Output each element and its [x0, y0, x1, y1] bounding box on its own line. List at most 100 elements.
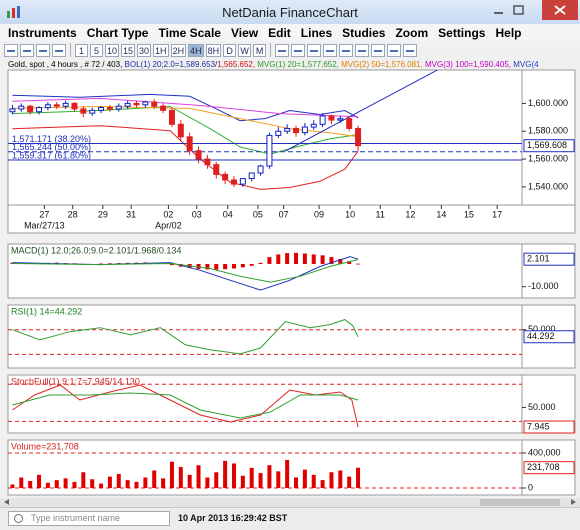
period-button[interactable]: 30: [137, 43, 152, 57]
close-icon: [554, 5, 566, 15]
draw-line-button[interactable]: [323, 43, 338, 57]
fibonacci-label: 1,565.244 (50.00%): [12, 142, 91, 152]
candle-body: [106, 107, 113, 110]
draw-line-button[interactable]: [307, 43, 322, 57]
candle-body: [266, 134, 273, 167]
period-button[interactable]: 15: [121, 43, 136, 57]
volume-bar: [178, 466, 183, 488]
scrollbar-track[interactable]: [0, 498, 580, 507]
indicator-line: [12, 105, 359, 155]
period-button[interactable]: 1: [75, 43, 88, 57]
x-tick-label: 03: [192, 209, 202, 219]
info-line: Gold, spot , 4 hours , # 72 / 403, BOL(1…: [8, 59, 574, 70]
chart-type-button[interactable]: [36, 43, 50, 57]
period-button[interactable]: D: [223, 43, 237, 57]
last-value-box: [523, 252, 575, 266]
menu-item[interactable]: Zoom: [395, 25, 429, 40]
menu-item[interactable]: Help: [495, 25, 522, 40]
info-segment: 1,565.652,: [217, 60, 256, 69]
timestamp: 10 Apr 2013 16:29:42 BST: [178, 513, 288, 523]
info-segment: MVG(1) 20=1,577.652,: [255, 60, 339, 69]
histogram-bar: [267, 257, 272, 264]
settings-button[interactable]: [403, 43, 418, 57]
chart-type-button[interactable]: [4, 43, 18, 57]
menu-item[interactable]: Time Scale: [158, 25, 221, 40]
draw-line-button[interactable]: [339, 43, 354, 57]
x-tick-label: 09: [314, 209, 324, 219]
chart-type-button[interactable]: [20, 43, 34, 57]
pin-button[interactable]: [371, 43, 386, 57]
maximize-button[interactable]: [513, 5, 524, 15]
volume-bar: [45, 482, 50, 488]
menu-item[interactable]: Edit: [268, 25, 291, 40]
candle-body: [275, 130, 282, 136]
histogram-bar: [347, 261, 352, 264]
plot-area: [8, 319, 522, 355]
last-value-box: [523, 420, 575, 434]
candle-body: [9, 108, 16, 113]
candle-body: [355, 127, 362, 147]
x-tick-label: 05: [253, 209, 263, 219]
volume-bar: [54, 480, 59, 488]
last-value-box: [523, 330, 575, 344]
window-controls: [494, 0, 578, 20]
period-button[interactable]: 5: [90, 43, 103, 57]
volume-bar: [99, 483, 104, 488]
candle-body: [44, 104, 51, 109]
period-button[interactable]: M: [253, 43, 267, 57]
x-tick-label: 27: [39, 209, 49, 219]
volume-bar: [169, 461, 174, 488]
x-sub-label: Mar/27/13: [24, 220, 65, 230]
instrument-search[interactable]: Type instrument name: [8, 511, 170, 526]
last-value-box: [523, 139, 575, 153]
period-button[interactable]: W: [238, 43, 252, 57]
menu-item[interactable]: Instruments: [8, 25, 77, 40]
period-button[interactable]: 8H: [205, 43, 222, 57]
volume-bar: [311, 474, 316, 488]
histogram-bar: [285, 253, 290, 264]
y-tick-label: 50.000: [528, 324, 556, 334]
candle-body: [98, 107, 105, 111]
volume-bar: [116, 473, 121, 488]
menu-item[interactable]: Chart Type: [86, 25, 149, 40]
candle-body: [319, 115, 326, 125]
volume-bar: [338, 470, 343, 488]
histogram-bar: [116, 263, 121, 264]
delete-button[interactable]: [355, 43, 370, 57]
scroll-left[interactable]: [4, 499, 9, 505]
histogram-bar: [223, 263, 228, 270]
print-button[interactable]: [387, 43, 402, 57]
volume-bar: [161, 478, 166, 488]
x-tick-label: 14: [436, 209, 446, 219]
period-button[interactable]: 10: [105, 43, 120, 57]
draw-line-button[interactable]: [291, 43, 306, 57]
panel-title: Volume=231,708: [11, 441, 79, 451]
menu-item[interactable]: Studies: [342, 25, 386, 40]
panel-background: [7, 69, 523, 206]
volume-bar: [81, 472, 86, 488]
crosshair-button[interactable]: [275, 43, 290, 57]
histogram-bar: [169, 263, 174, 266]
histogram-bar: [240, 263, 245, 268]
volume-bar: [10, 484, 15, 488]
period-button[interactable]: 2H: [170, 43, 187, 57]
volume-bar: [302, 469, 307, 488]
period-button[interactable]: 4H: [188, 43, 204, 57]
menu-item[interactable]: Settings: [438, 25, 486, 40]
volume-bar: [249, 467, 254, 488]
menu-item[interactable]: View: [230, 25, 259, 40]
chart-type-button[interactable]: [52, 43, 66, 57]
volume-bar: [347, 476, 352, 488]
candle-body: [36, 107, 43, 113]
candle-body: [213, 164, 220, 175]
scrollbar-thumb[interactable]: [480, 499, 560, 506]
scroll-right[interactable]: [571, 499, 576, 505]
volume-bar: [356, 467, 361, 488]
menu-item[interactable]: Lines: [300, 25, 333, 40]
title-bar: NetDania FinanceChart: [0, 0, 580, 24]
candle-body: [301, 126, 308, 134]
histogram-bar: [356, 263, 361, 265]
period-button[interactable]: 1H: [153, 43, 169, 57]
separator: [70, 43, 71, 57]
volume-bar: [19, 477, 24, 488]
